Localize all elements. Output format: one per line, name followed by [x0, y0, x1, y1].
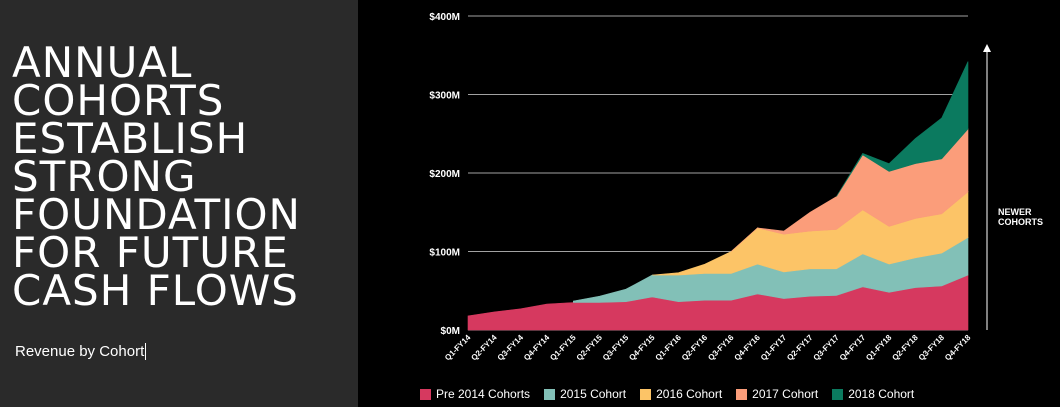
legend-label: Pre 2014 Cohorts [436, 387, 531, 401]
legend-swatch [832, 388, 844, 400]
x-tick-label: Q3-FY15 [601, 333, 631, 363]
legend-item: 2015 Cohort [544, 387, 626, 401]
headline-line: ANNUAL [12, 38, 193, 87]
legend-item: 2017 Cohort [736, 387, 818, 401]
chart-legend: Pre 2014 Cohorts 2015 Cohort 2016 Cohort 20… [420, 387, 914, 401]
y-tick-label: $200M [429, 169, 460, 180]
x-tick-label: Q4-FY18 [943, 333, 973, 363]
x-tick-label: Q1-FY18 [864, 333, 894, 363]
headline: ANNUAL COHORTS ESTABLISH STRONG FOUNDATI… [12, 38, 301, 315]
area-2018-cohort [836, 61, 969, 197]
x-tick-label: Q4-FY16 [733, 333, 763, 363]
headline-line: COHORTS [12, 76, 225, 125]
x-tick-label: Q2-FY14 [469, 333, 499, 363]
x-tick-label: Q2-FY17 [785, 333, 815, 363]
x-tick-label: Q4-FY15 [627, 333, 657, 363]
x-tick-label: Q4-FY17 [838, 333, 868, 363]
headline-line: FOUNDATION [12, 190, 301, 239]
headline-line: CASH FLOWS [12, 266, 299, 315]
legend-item: Pre 2014 Cohorts [420, 387, 530, 401]
x-tick-label: Q1-FY15 [548, 333, 578, 363]
x-tick-label: Q2-FY15 [575, 333, 605, 363]
headline-line: STRONG [12, 152, 197, 201]
x-tick-label: Q2-FY16 [680, 333, 710, 363]
legend-swatch [640, 388, 652, 400]
x-tick-label: Q3-FY14 [496, 333, 526, 363]
legend-item: 2018 Cohort [832, 387, 914, 401]
legend-label: 2015 Cohort [560, 387, 627, 401]
subtitle[interactable]: Revenue by Cohort [15, 343, 147, 360]
x-tick-label: Q2-FY18 [890, 333, 920, 363]
legend-item: 2016 Cohort [640, 387, 722, 401]
headline-line: ESTABLISH [12, 114, 249, 163]
newer-cohorts-label: NEWER [998, 207, 1032, 217]
x-tick-label: Q4-FY14 [522, 333, 552, 363]
x-tick-label: Q3-FY18 [917, 333, 947, 363]
y-tick-label: $400M [429, 12, 460, 23]
y-tick-label: $300M [429, 91, 460, 102]
y-tick-label: $100M [429, 248, 460, 259]
revenue-by-cohort-chart: $0M$100M$200M$300M$400MQ1-FY14Q2-FY14Q3-… [429, 12, 1043, 363]
x-tick-label: Q3-FY17 [812, 333, 842, 363]
legend-swatch [420, 388, 431, 400]
newer-cohorts-label: COHORTS [998, 217, 1043, 227]
legend-label: 2017 Cohort [752, 387, 819, 401]
legend-label: 2016 Cohort [656, 387, 723, 401]
x-tick-label: Q1-FY17 [759, 333, 789, 363]
headline-line: FOR FUTURE [12, 228, 289, 277]
arrow-head-icon [983, 44, 991, 52]
left-panel: ANNUAL COHORTS ESTABLISH STRONG FOUNDATI… [0, 0, 358, 407]
x-tick-label: Q3-FY16 [706, 333, 736, 363]
x-tick-label: Q1-FY14 [443, 333, 473, 363]
legend-label: 2018 Cohort [848, 387, 915, 401]
x-tick-label: Q1-FY16 [654, 333, 684, 363]
y-tick-label: $0M [441, 326, 460, 337]
area-2017-cohort [730, 128, 969, 252]
legend-swatch [736, 388, 748, 400]
legend-swatch [544, 388, 556, 400]
